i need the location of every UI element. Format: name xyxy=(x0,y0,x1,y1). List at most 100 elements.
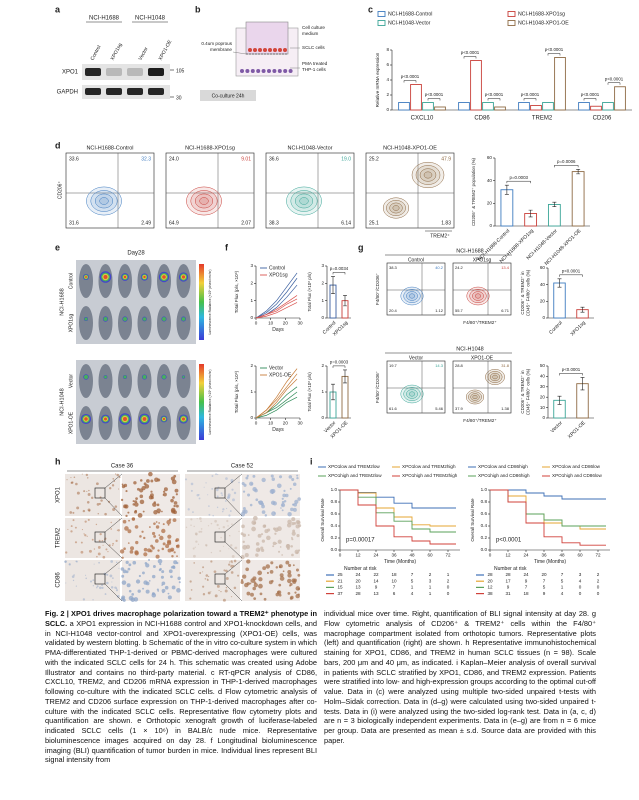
ihc-cell xyxy=(153,522,156,525)
y-tick-label: 1 xyxy=(250,389,253,394)
panel-letter: a xyxy=(55,4,61,14)
risk-count: 20 xyxy=(487,578,493,583)
ihc-cell xyxy=(97,546,101,549)
risk-count: 9 xyxy=(543,591,546,596)
ihc-cell xyxy=(226,519,229,523)
ihc-cell xyxy=(90,496,94,500)
x-axis-label: Time (Months) xyxy=(534,559,566,565)
ihc-cell xyxy=(287,519,292,525)
legend-label: XPO1low and CD86high xyxy=(478,464,528,469)
legend-swatch xyxy=(507,20,516,26)
contour xyxy=(386,200,406,216)
quadrant-value: 5.46 xyxy=(435,406,444,411)
ihc-cell xyxy=(72,511,75,514)
ihc-cell xyxy=(258,500,263,505)
ihc-cell xyxy=(157,558,163,564)
y-axis-label: Total Flux (p/s, ×10⁸) xyxy=(234,270,239,313)
ihc-cell xyxy=(195,533,198,536)
bli-signal xyxy=(142,317,147,321)
axis-label: F4/80⁺/TREM2⁺ xyxy=(463,418,497,423)
ihc-cell xyxy=(162,490,166,493)
ihc-cell xyxy=(290,545,293,548)
y-tick-label: 40 xyxy=(540,374,546,379)
ihc-cell xyxy=(190,482,194,486)
ihc-cell xyxy=(118,567,120,569)
ihc-cell xyxy=(122,519,127,524)
risk-count: 0 xyxy=(447,591,450,596)
blot-band xyxy=(106,88,122,95)
ihc-cell xyxy=(128,519,130,522)
ihc-cell xyxy=(92,599,94,601)
risk-count: 0 xyxy=(597,591,600,596)
ihc-cell xyxy=(227,525,229,527)
ihc-cell xyxy=(217,473,219,476)
bracket xyxy=(523,98,537,101)
plot-title: NCI-H1048-XPO1-OE xyxy=(383,145,437,151)
ihc-cell xyxy=(190,524,192,527)
thp1-cell xyxy=(272,69,277,73)
zoom-line xyxy=(224,497,243,517)
risk-count: 18 xyxy=(391,572,397,577)
ihc-cell xyxy=(144,484,150,489)
blot xyxy=(82,64,170,80)
bar xyxy=(458,102,470,111)
ihc-cell xyxy=(291,536,293,539)
ihc-cell xyxy=(279,576,285,581)
risk-count: 3 xyxy=(579,572,582,577)
ihc-cell xyxy=(281,509,284,512)
group-title: NCI-H1048 xyxy=(456,346,484,352)
ihc-cell xyxy=(70,530,73,533)
ihc-cell xyxy=(266,571,269,575)
ihc-cell xyxy=(230,560,233,563)
ihc-cell xyxy=(291,553,294,557)
risk-count: 13 xyxy=(373,591,379,596)
annotation: p<0.0001 xyxy=(545,47,564,52)
ihc-cell xyxy=(70,477,72,479)
ihc-cell xyxy=(225,577,229,580)
bli-signal xyxy=(84,275,88,279)
ihc-cell xyxy=(230,544,233,547)
ihc-cell xyxy=(178,581,181,584)
ihc-cell xyxy=(205,482,207,484)
sclc-cell xyxy=(253,48,257,52)
ihc-cell xyxy=(208,513,211,516)
x-tick-label: XPO1-OE xyxy=(567,420,587,440)
legend-label: NCI-H1048-Vector xyxy=(388,20,431,26)
ihc-cell xyxy=(109,487,112,490)
ihc-cell xyxy=(288,563,292,567)
ihc-cell xyxy=(132,503,136,506)
error-bar xyxy=(343,369,347,384)
ihc-cell xyxy=(219,550,222,553)
ihc-cell xyxy=(164,585,169,590)
ihc-cell xyxy=(269,570,274,574)
axis-label: TREM2⁺ xyxy=(430,233,450,239)
risk-count: 14 xyxy=(373,578,379,583)
ihc-cell xyxy=(279,573,284,578)
ihc-image xyxy=(122,560,180,601)
ihc-cell xyxy=(246,559,251,564)
ihc-cell xyxy=(263,524,267,528)
bar xyxy=(482,102,494,111)
ihc-cell xyxy=(139,488,144,493)
x-tick-label: 48 xyxy=(559,553,565,558)
ihc-cell xyxy=(261,539,265,543)
bar xyxy=(410,84,422,111)
risk-count: 21 xyxy=(337,578,343,583)
ihc-cell xyxy=(66,479,68,481)
x-tick-label: 30 xyxy=(297,321,303,326)
ihc-cell xyxy=(238,530,240,533)
ihc-cell xyxy=(155,521,158,523)
ihc-cell xyxy=(120,498,124,502)
ihc-cell xyxy=(159,563,162,566)
colorbar xyxy=(199,364,204,440)
ihc-cell xyxy=(166,540,172,546)
ihc-cell xyxy=(125,560,129,565)
ihc-cell xyxy=(202,585,205,588)
risk-count: 7 xyxy=(543,578,546,583)
ihc-cell xyxy=(156,503,160,507)
ihc-cell xyxy=(207,494,209,496)
ihc-cell xyxy=(130,546,135,551)
ihc-cell xyxy=(92,585,94,587)
ihc-cell xyxy=(143,482,147,486)
